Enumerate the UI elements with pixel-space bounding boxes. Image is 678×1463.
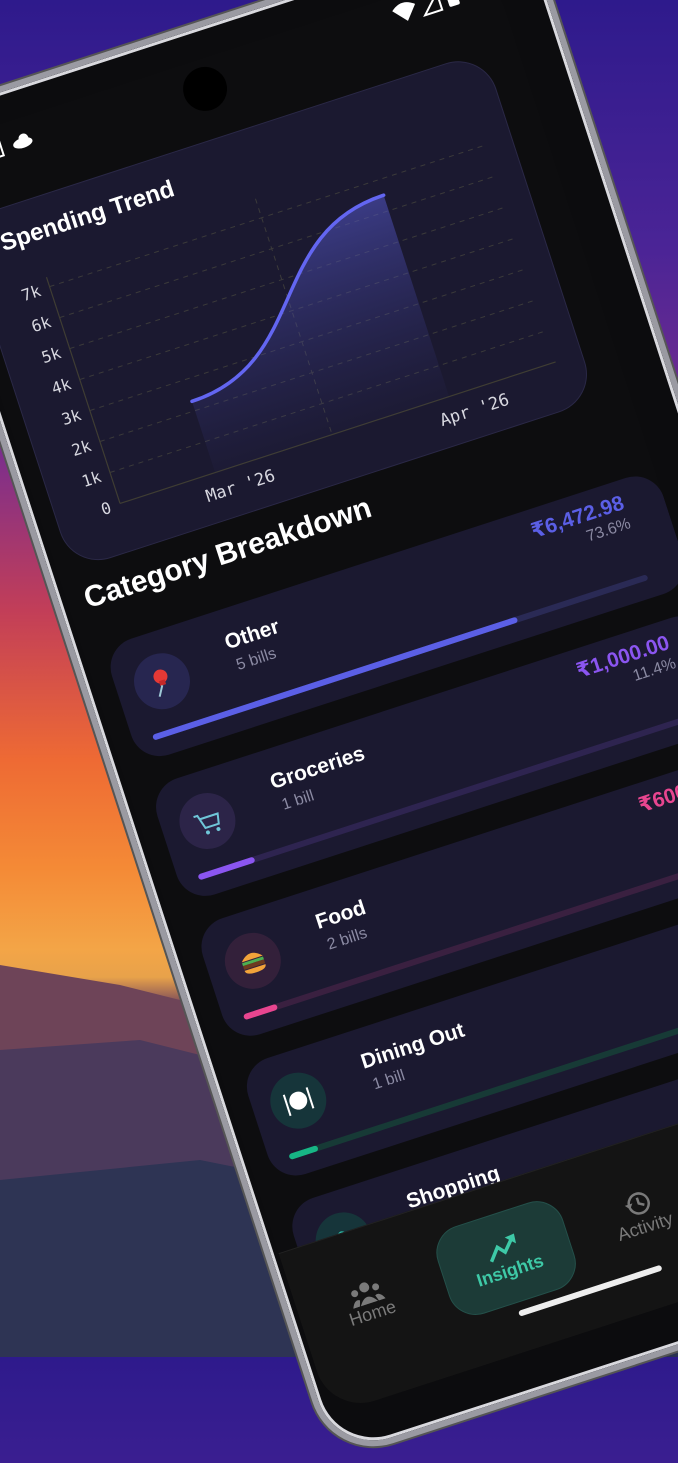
cloud-icon xyxy=(11,131,34,150)
status-icons-right xyxy=(388,0,472,29)
category-name: Groceries xyxy=(267,742,368,795)
burger-icon xyxy=(218,926,289,997)
category-progress-fill xyxy=(288,1145,318,1160)
category-amount: ₹600.00 xyxy=(635,770,678,818)
calendar-icon xyxy=(0,140,4,161)
wifi-icon xyxy=(391,0,420,25)
nav-home[interactable]: Home xyxy=(293,1239,444,1365)
plate-cutlery-icon xyxy=(263,1065,334,1136)
y-tick-label: 2k xyxy=(69,436,94,460)
y-tick-label: 7k xyxy=(19,281,44,305)
front-camera xyxy=(177,61,232,116)
nav-activity[interactable]: Activity xyxy=(565,1150,678,1276)
status-icons-left xyxy=(0,125,43,164)
battery-icon xyxy=(444,0,461,7)
signal-icon xyxy=(420,0,443,15)
trend-area-fill xyxy=(150,195,449,472)
pushpin-icon xyxy=(127,646,198,717)
y-tick-label: 0 xyxy=(99,498,114,519)
y-tick-label: 1k xyxy=(79,467,104,491)
y-tick-label: 5k xyxy=(39,343,64,367)
category-progress-fill xyxy=(198,856,256,880)
x-tick-label: Mar '26 xyxy=(203,466,277,507)
shopping-cart-icon xyxy=(172,786,243,857)
category-name: Dining Out xyxy=(358,1019,467,1075)
y-tick-label: 4k xyxy=(49,374,74,398)
y-tick-label: 6k xyxy=(29,312,54,336)
category-progress-fill xyxy=(243,1004,278,1021)
y-tick-label: 3k xyxy=(59,405,84,429)
